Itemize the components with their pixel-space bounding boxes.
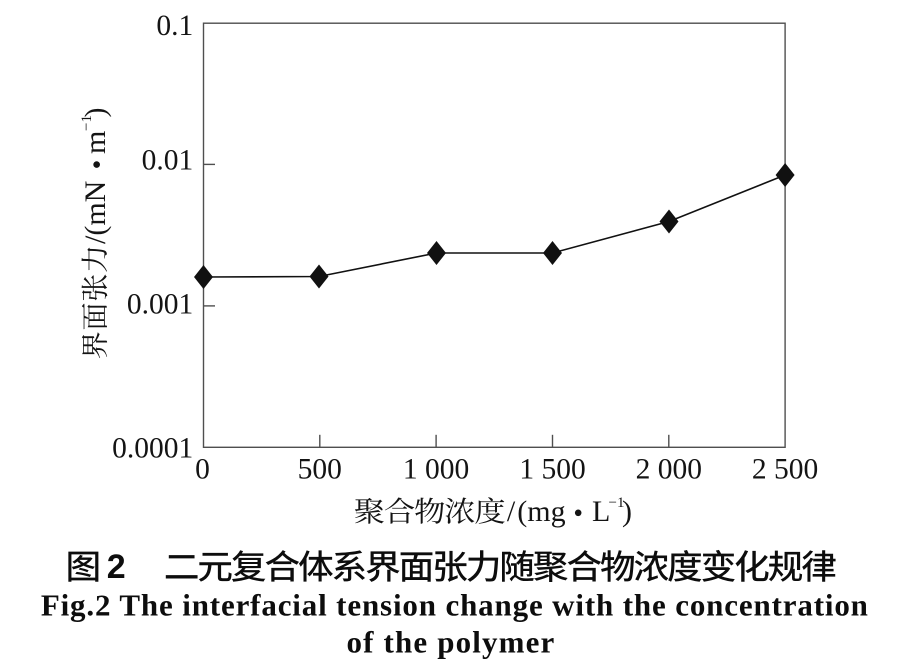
svg-text:1 000: 1 000 [403, 454, 469, 486]
svg-text:): ) [622, 495, 632, 528]
svg-text:2 500: 2 500 [752, 454, 818, 486]
svg-text:0.01: 0.01 [142, 145, 194, 177]
svg-text:−1: −1 [79, 115, 95, 131]
svg-text:m: m [79, 131, 112, 154]
svg-text:2: 2 [107, 548, 126, 586]
svg-text:1 500: 1 500 [519, 454, 585, 486]
svg-text:/: / [507, 495, 516, 528]
svg-text:0.0001: 0.0001 [112, 433, 193, 465]
svg-text:of the polymer: of the polymer [347, 625, 556, 660]
svg-text:0.001: 0.001 [127, 289, 193, 321]
svg-text:/(mN: /(mN [79, 181, 112, 244]
svg-text:): ) [79, 108, 112, 118]
svg-text:Fig.2 The interfacial tension: Fig.2 The interfacial tension change wit… [41, 588, 869, 623]
svg-text:0.1: 0.1 [156, 10, 193, 42]
svg-text:(mg: (mg [517, 495, 565, 528]
svg-text:0: 0 [195, 454, 210, 486]
svg-text:−1: −1 [609, 495, 625, 511]
svg-text:L: L [592, 495, 610, 528]
svg-text:2 000: 2 000 [636, 454, 702, 486]
svg-text:500: 500 [298, 454, 342, 486]
